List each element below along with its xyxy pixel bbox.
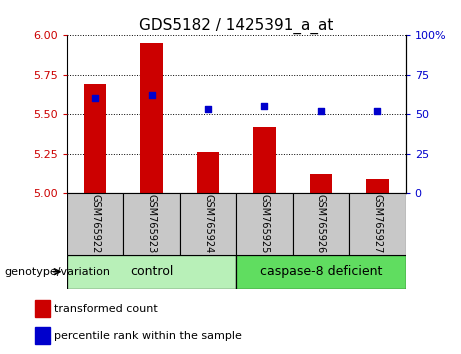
Bar bbox=[293, 193, 349, 255]
Bar bbox=[366, 179, 389, 193]
Text: GSM765925: GSM765925 bbox=[260, 194, 270, 253]
Bar bbox=[236, 255, 406, 289]
Bar bbox=[67, 193, 123, 255]
Bar bbox=[310, 174, 332, 193]
Point bbox=[374, 108, 381, 114]
Text: genotype/variation: genotype/variation bbox=[5, 267, 111, 277]
Text: GSM765923: GSM765923 bbox=[147, 194, 157, 253]
Bar bbox=[236, 193, 293, 255]
Bar bbox=[84, 84, 106, 193]
Bar bbox=[140, 43, 163, 193]
Bar bbox=[35, 300, 50, 317]
Text: GSM765924: GSM765924 bbox=[203, 194, 213, 253]
Point bbox=[317, 108, 325, 114]
Point bbox=[91, 96, 99, 101]
Bar bbox=[123, 193, 180, 255]
Text: percentile rank within the sample: percentile rank within the sample bbox=[54, 331, 242, 341]
Bar bbox=[35, 327, 50, 344]
Text: GSM765926: GSM765926 bbox=[316, 194, 326, 253]
Bar bbox=[349, 193, 406, 255]
Point bbox=[204, 107, 212, 112]
Bar bbox=[67, 255, 236, 289]
Point bbox=[261, 103, 268, 109]
Bar bbox=[180, 193, 236, 255]
Text: GSM765922: GSM765922 bbox=[90, 194, 100, 253]
Text: control: control bbox=[130, 265, 173, 278]
Text: GSM765927: GSM765927 bbox=[372, 194, 383, 253]
Text: transformed count: transformed count bbox=[54, 304, 158, 314]
Bar bbox=[253, 127, 276, 193]
Text: caspase-8 deficient: caspase-8 deficient bbox=[260, 265, 382, 278]
Title: GDS5182 / 1425391_a_at: GDS5182 / 1425391_a_at bbox=[139, 18, 333, 34]
Point bbox=[148, 92, 155, 98]
Bar bbox=[197, 152, 219, 193]
